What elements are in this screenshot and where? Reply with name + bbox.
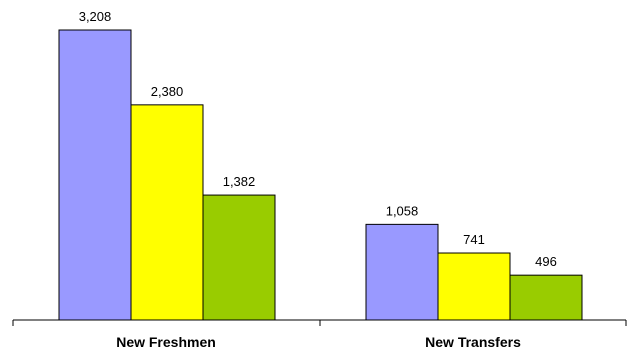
data-labels-layer: 3,208 2,380 1,382 1,058 741 496: [79, 9, 557, 269]
bar-new-transfers-series-1: [365, 223, 439, 321]
category-label-new-transfers: New Transfers: [425, 334, 521, 350]
bar-new-transfers-series-2: [437, 252, 511, 321]
data-label-new-transfers-series-1: 1,058: [386, 203, 419, 218]
bar-new-transfers-series-3: [509, 274, 583, 321]
data-label-new-freshmen-series-2: 2,380: [151, 84, 184, 99]
bars-layer: [58, 29, 583, 321]
bar-new-freshmen-series-2: [130, 104, 204, 321]
data-label-new-transfers-series-3: 496: [535, 254, 557, 269]
data-label-new-transfers-series-2: 741: [463, 232, 485, 247]
data-label-new-freshmen-series-3: 1,382: [223, 174, 256, 189]
category-label-new-freshmen: New Freshmen: [116, 334, 216, 350]
bar-new-freshmen-series-3: [202, 194, 276, 321]
data-label-new-freshmen-series-1: 3,208: [79, 9, 112, 24]
bar-new-freshmen-series-1: [58, 29, 132, 321]
